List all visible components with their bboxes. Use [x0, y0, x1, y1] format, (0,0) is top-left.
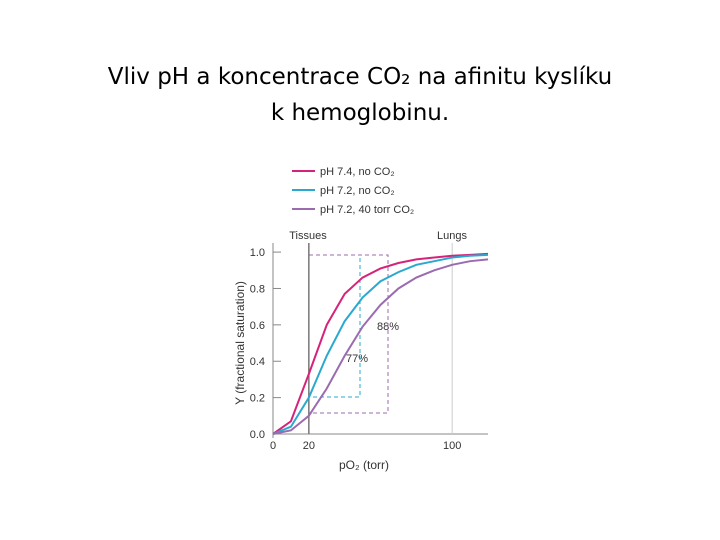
x-axis-label: pO₂ (torr)	[339, 458, 389, 472]
line	[272, 252, 489, 435]
legend-label: pH 7.4, no CO₂	[320, 166, 395, 178]
legend-label: pH 7.2, 40 torr CO₂	[320, 204, 414, 216]
y-axis-label: Y (fractional saturation)	[233, 281, 247, 405]
y-tick-label: 0.0	[250, 429, 265, 441]
x-tick-label: 100	[443, 440, 461, 452]
guide	[309, 254, 389, 414]
guides	[309, 254, 389, 414]
annotation: 77%	[346, 353, 368, 365]
x-tick-label: 20	[303, 440, 315, 452]
x-tick-label: 0	[270, 440, 276, 452]
y-tick-label: 0.2	[250, 393, 265, 405]
title-line: Vliv pH a koncentrace CO₂ na afinitu kys…	[108, 64, 612, 90]
y-tick-label: 1.0	[250, 247, 265, 259]
y-tick-label: 0.4	[250, 356, 265, 368]
title-line: k hemoglobinu.	[271, 100, 449, 126]
line	[272, 253, 489, 435]
annotation: Lungs	[437, 230, 467, 242]
y-tick-label: 0.6	[250, 320, 265, 332]
y-tick-label: 0.8	[250, 283, 265, 295]
line	[272, 258, 489, 435]
annotation: Tissues	[289, 230, 327, 242]
legend-label: pH 7.2, no CO₂	[320, 185, 395, 197]
